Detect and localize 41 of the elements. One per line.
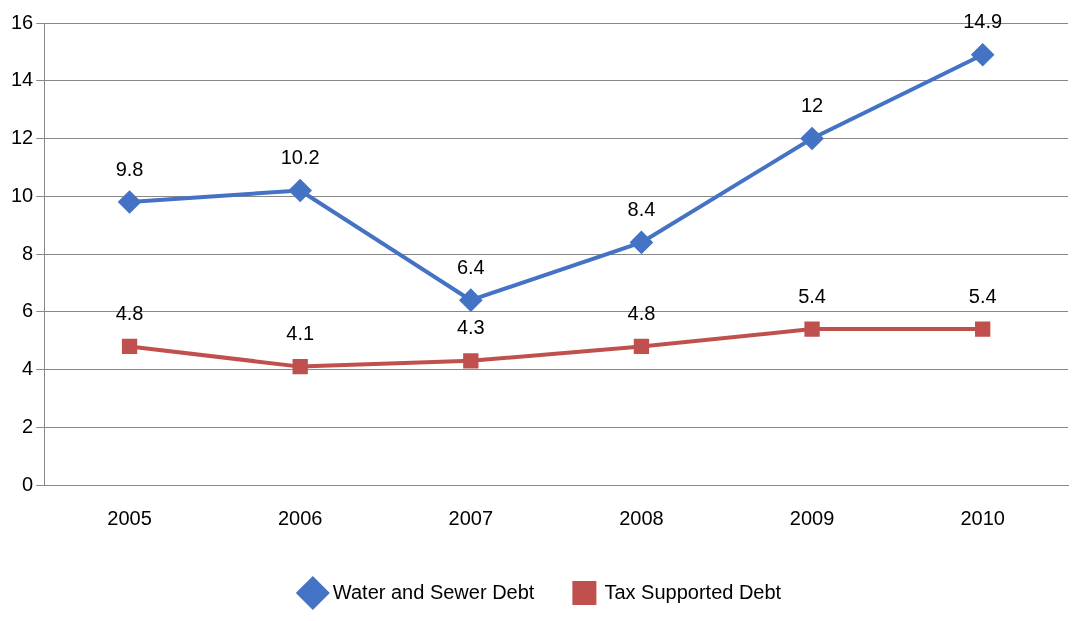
data-label: 5.4 — [968, 284, 997, 307]
y-tick-label: 6 — [22, 299, 34, 322]
y-tick-label: 0 — [22, 472, 34, 495]
x-tick-label: 2010 — [960, 506, 1005, 529]
point — [463, 353, 479, 369]
x-tick-label: 2009 — [789, 506, 835, 529]
data-label: 6.4 — [456, 255, 485, 278]
point — [292, 358, 308, 375]
x-tick-label: 2008 — [619, 506, 664, 529]
data-label: 4.1 — [286, 322, 315, 345]
data-label: 12 — [800, 94, 824, 117]
y-tick-label: 4 — [22, 357, 34, 380]
point — [804, 321, 820, 337]
data-label: 4.8 — [115, 301, 144, 324]
y-tick-label: 10 — [11, 183, 34, 206]
y-tick-label: 8 — [22, 241, 34, 264]
data-label: 9.8 — [115, 157, 144, 180]
point — [118, 191, 141, 214]
y-tick-label: 2 — [22, 414, 34, 437]
data-label: 8.4 — [627, 197, 656, 220]
data-label: 4.3 — [456, 316, 485, 339]
legend-label: Tax Supported Debt — [604, 580, 782, 603]
data-label: 5.4 — [798, 284, 826, 307]
point — [289, 179, 312, 202]
point — [121, 338, 138, 355]
point — [971, 43, 994, 66]
point — [633, 338, 650, 355]
point — [459, 289, 482, 312]
data-label: 14.9 — [963, 10, 1003, 33]
data-label: 10.2 — [280, 145, 320, 168]
point — [630, 231, 653, 254]
y-tick-label: 12 — [11, 126, 34, 149]
point — [975, 321, 991, 337]
data-label: 4.8 — [627, 301, 656, 324]
x-tick-label: 2007 — [448, 506, 494, 529]
legend-label: Water and Sewer Debt — [332, 580, 535, 603]
y-tick-label: 16 — [11, 10, 34, 33]
point — [801, 127, 824, 150]
y-tick-label: 14 — [11, 68, 34, 91]
x-tick-label: 2005 — [107, 506, 152, 529]
x-tick-label: 2006 — [277, 506, 323, 529]
